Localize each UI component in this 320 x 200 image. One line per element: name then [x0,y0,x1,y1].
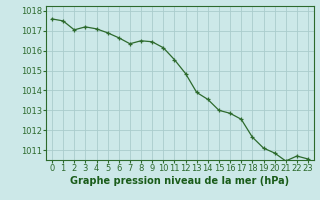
X-axis label: Graphe pression niveau de la mer (hPa): Graphe pression niveau de la mer (hPa) [70,176,290,186]
